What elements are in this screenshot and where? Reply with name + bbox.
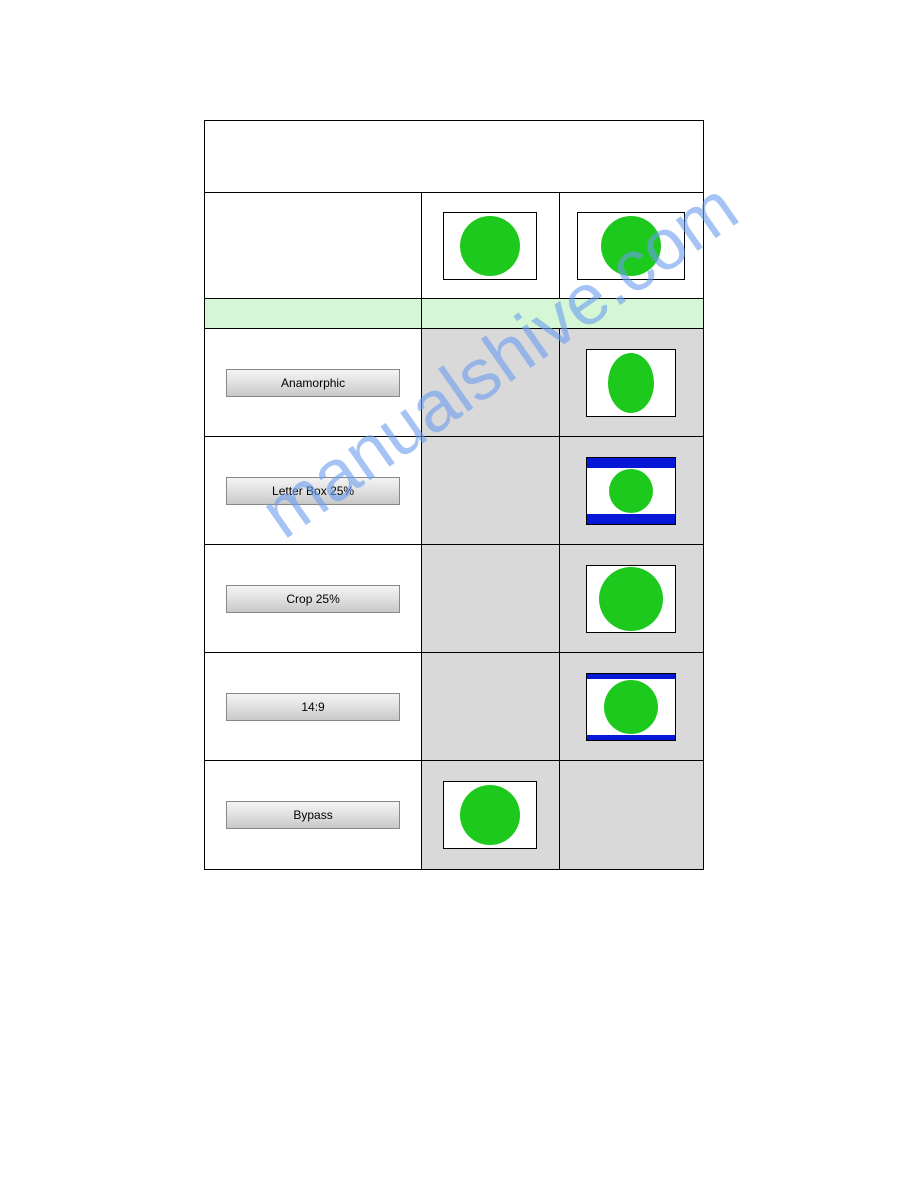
letterbox-icon <box>586 457 676 525</box>
green-bar-left <box>205 299 422 328</box>
sample-row <box>205 193 703 299</box>
letterbox-row: Letter Box 25% <box>205 437 703 545</box>
empty-cell <box>422 653 559 760</box>
fourteen-nine-output <box>560 653 703 760</box>
circle-4-3-icon <box>443 212 537 280</box>
sample-16-9-cell <box>560 193 703 298</box>
empty-cell <box>422 437 559 544</box>
bypass-row: Bypass <box>205 761 703 869</box>
blank-cell <box>205 193 422 298</box>
bypass-output <box>422 761 559 869</box>
crop-button[interactable]: Crop 25% <box>226 585 400 613</box>
anamorphic-icon <box>586 349 676 417</box>
fourteen-nine-icon <box>586 673 676 741</box>
green-bar-right <box>422 299 703 328</box>
empty-cell <box>560 761 703 869</box>
anamorphic-row: Anamorphic <box>205 329 703 437</box>
circle-16-9-icon <box>577 212 685 280</box>
table-header <box>205 121 703 193</box>
anamorphic-button[interactable]: Anamorphic <box>226 369 400 397</box>
bypass-icon <box>443 781 537 849</box>
green-bar <box>205 299 703 329</box>
crop-output <box>560 545 703 652</box>
aspect-ratio-table: Anamorphic Letter Box 25% Crop 25% <box>204 120 704 870</box>
sample-4-3-cell <box>422 193 559 298</box>
bypass-button[interactable]: Bypass <box>226 801 400 829</box>
fourteen-nine-button[interactable]: 14:9 <box>226 693 400 721</box>
fourteen-nine-row: 14:9 <box>205 653 703 761</box>
empty-cell <box>422 545 559 652</box>
crop-row: Crop 25% <box>205 545 703 653</box>
empty-cell <box>422 329 559 436</box>
anamorphic-output <box>560 329 703 436</box>
crop-icon <box>586 565 676 633</box>
letterbox-button[interactable]: Letter Box 25% <box>226 477 400 505</box>
letterbox-output <box>560 437 703 544</box>
